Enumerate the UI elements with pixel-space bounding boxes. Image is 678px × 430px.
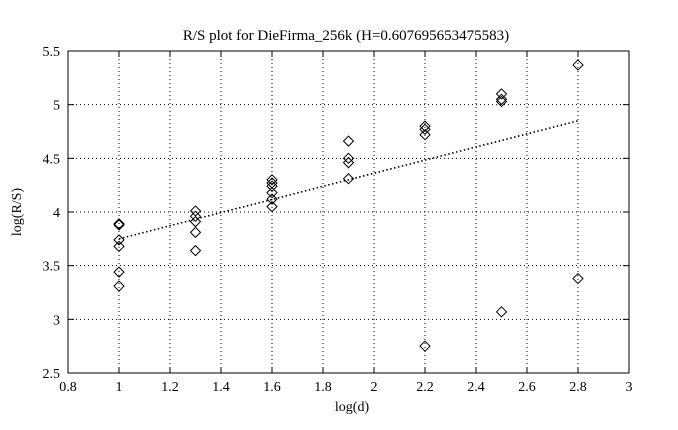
x-tick-label: 0.8 <box>59 380 77 395</box>
x-tick-label: 2.8 <box>569 380 587 395</box>
y-tick-label: 5.5 <box>43 45 61 60</box>
x-tick-label: 2 <box>371 380 378 395</box>
x-tick-label: 1.4 <box>212 380 230 395</box>
x-tick-label: 1 <box>116 380 123 395</box>
y-tick-label: 3 <box>53 313 60 328</box>
data-point-diamond <box>267 181 277 191</box>
grid-lines <box>68 51 629 373</box>
data-point-diamond <box>344 136 354 146</box>
data-point-diamond <box>573 60 583 70</box>
data-point-diamond <box>191 227 201 237</box>
y-tick-label: 4.5 <box>43 152 61 167</box>
y-tick-label: 2.5 <box>43 367 61 382</box>
x-tick-label: 1.2 <box>161 380 179 395</box>
chart-title: R/S plot for DieFirma_256k (H=0.60769565… <box>183 28 509 44</box>
x-tick-label: 3 <box>626 380 633 395</box>
data-point-diamond <box>420 341 430 351</box>
x-tick-label: 1.6 <box>263 380 281 395</box>
data-point-diamond <box>497 307 507 317</box>
fit-line <box>119 121 578 239</box>
y-tick-label: 4 <box>53 206 60 221</box>
data-series <box>114 60 583 351</box>
data-point-diamond <box>114 281 124 291</box>
y-tick-label: 5 <box>53 99 60 114</box>
data-point-diamond <box>114 241 124 251</box>
x-axis-label: log(d) <box>335 400 370 415</box>
x-tick-label: 2.4 <box>467 380 485 395</box>
x-tick-label: 2.6 <box>518 380 536 395</box>
y-tick-labels: 2.5 3 3.5 4 4.5 5 5.5 <box>43 45 61 382</box>
x-tick-labels: 0.8 1 1.2 1.4 1.6 1.8 2 2.2 2.4 2.6 2.8 3 <box>59 380 632 395</box>
x-tick-label: 2.2 <box>416 380 434 395</box>
data-point-diamond <box>191 246 201 256</box>
x-tick-label: 1.8 <box>314 380 332 395</box>
y-tick-label: 3.5 <box>43 260 61 275</box>
y-axis-label: log(R/S) <box>10 188 25 237</box>
data-point-diamond <box>267 188 277 198</box>
